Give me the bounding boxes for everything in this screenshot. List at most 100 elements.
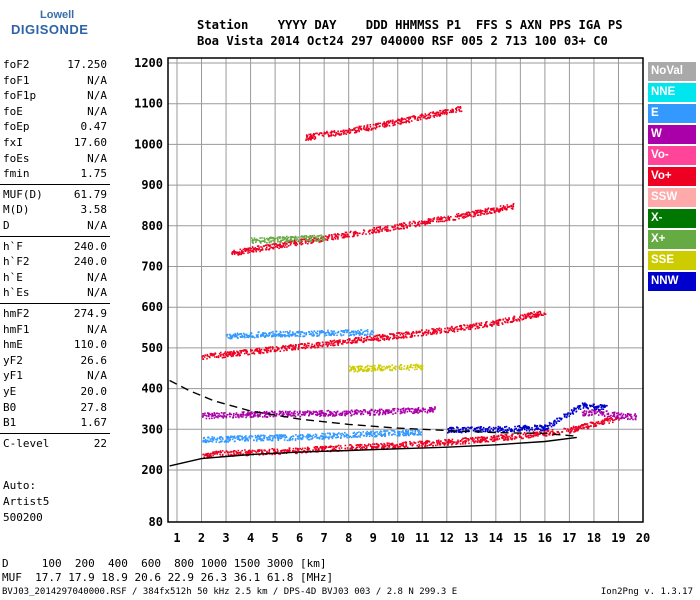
echo-point — [507, 319, 510, 322]
echo-point — [483, 436, 485, 439]
echo-point — [412, 433, 415, 436]
echo-point — [405, 432, 408, 435]
echo-point — [329, 135, 331, 137]
echo-point — [612, 415, 614, 417]
echo-point — [421, 444, 423, 446]
echo-point — [405, 441, 408, 444]
echo-point — [436, 218, 438, 221]
echo-point — [459, 107, 462, 109]
echo-point — [368, 230, 370, 232]
echo-point — [602, 404, 605, 407]
echo-point — [533, 429, 536, 431]
echo-point — [543, 313, 546, 315]
echo-point — [434, 114, 437, 116]
echo-point — [262, 335, 265, 337]
echo-point — [424, 445, 427, 447]
echo-point — [544, 426, 547, 428]
echo-point — [619, 417, 621, 420]
echo-point — [245, 351, 247, 353]
echo-point — [399, 443, 401, 445]
echo-point — [577, 429, 579, 431]
echo-point — [350, 436, 353, 439]
echo-point — [408, 121, 411, 124]
echo-point — [319, 415, 321, 417]
echo-point — [598, 409, 600, 411]
echo-point — [417, 407, 419, 410]
echo-point — [260, 246, 262, 248]
echo-point — [304, 343, 306, 346]
echo-point — [354, 127, 356, 129]
echo-point — [279, 246, 282, 249]
echo-point — [205, 417, 208, 420]
echo-point — [543, 433, 546, 436]
echo-point — [527, 435, 530, 437]
echo-point — [409, 408, 411, 410]
echo-point — [511, 321, 513, 323]
echo-point — [297, 348, 300, 351]
echo-point — [305, 242, 307, 244]
echo-point — [576, 428, 578, 430]
echo-point — [219, 438, 222, 441]
echo-point — [227, 336, 230, 339]
echo-point — [215, 450, 217, 453]
echo-point — [540, 431, 542, 433]
echo-point — [403, 411, 405, 414]
echo-point — [479, 429, 482, 432]
echo-point — [270, 246, 272, 249]
echo-point — [271, 334, 273, 337]
echo-point — [539, 312, 542, 314]
echo-point — [387, 120, 390, 123]
echo-point — [227, 454, 230, 456]
echo-point — [482, 426, 485, 429]
echo-point — [452, 426, 454, 429]
echo-point — [372, 339, 375, 341]
echo-point — [378, 433, 380, 436]
echo-point — [409, 336, 412, 338]
echo-point — [372, 127, 374, 130]
echo-point — [432, 220, 434, 223]
echo-point — [320, 331, 323, 334]
echo-point — [359, 445, 362, 447]
echo-point — [383, 447, 385, 449]
echo-point — [515, 436, 518, 439]
echo-point — [571, 429, 573, 432]
echo-point — [507, 321, 509, 324]
echo-point — [377, 123, 379, 125]
echo-point — [513, 315, 515, 318]
echo-point — [592, 404, 595, 407]
echo-point — [581, 402, 584, 404]
echo-point — [240, 336, 242, 338]
echo-point — [377, 367, 379, 369]
echo-point — [496, 436, 498, 438]
echo-point — [216, 453, 218, 455]
echo-point — [217, 450, 220, 453]
echo-point — [386, 365, 388, 368]
echo-point — [449, 441, 452, 443]
echo-point — [593, 412, 596, 415]
echo-point — [426, 442, 429, 444]
echo-point — [542, 428, 544, 430]
echo-point — [245, 248, 247, 250]
echo-point — [210, 415, 213, 417]
echo-point — [498, 211, 500, 213]
echo-point — [268, 245, 270, 247]
echo-point — [304, 412, 307, 415]
echo-point — [291, 348, 293, 351]
echo-point — [363, 446, 366, 449]
echo-point — [237, 254, 239, 256]
echo-point — [490, 438, 492, 441]
echo-point — [422, 116, 425, 119]
echo-point — [281, 246, 283, 249]
echo-point — [430, 410, 432, 412]
echo-point — [327, 409, 330, 412]
echo-point — [413, 335, 416, 337]
echo-point — [422, 443, 424, 446]
echo-point — [286, 330, 289, 333]
param-label: D — [3, 219, 10, 232]
echo-point — [293, 348, 296, 350]
echo-point — [241, 414, 244, 416]
echo-point — [324, 436, 326, 439]
echo-point — [422, 114, 424, 117]
echo-point — [517, 433, 519, 435]
echo-point — [265, 332, 267, 335]
